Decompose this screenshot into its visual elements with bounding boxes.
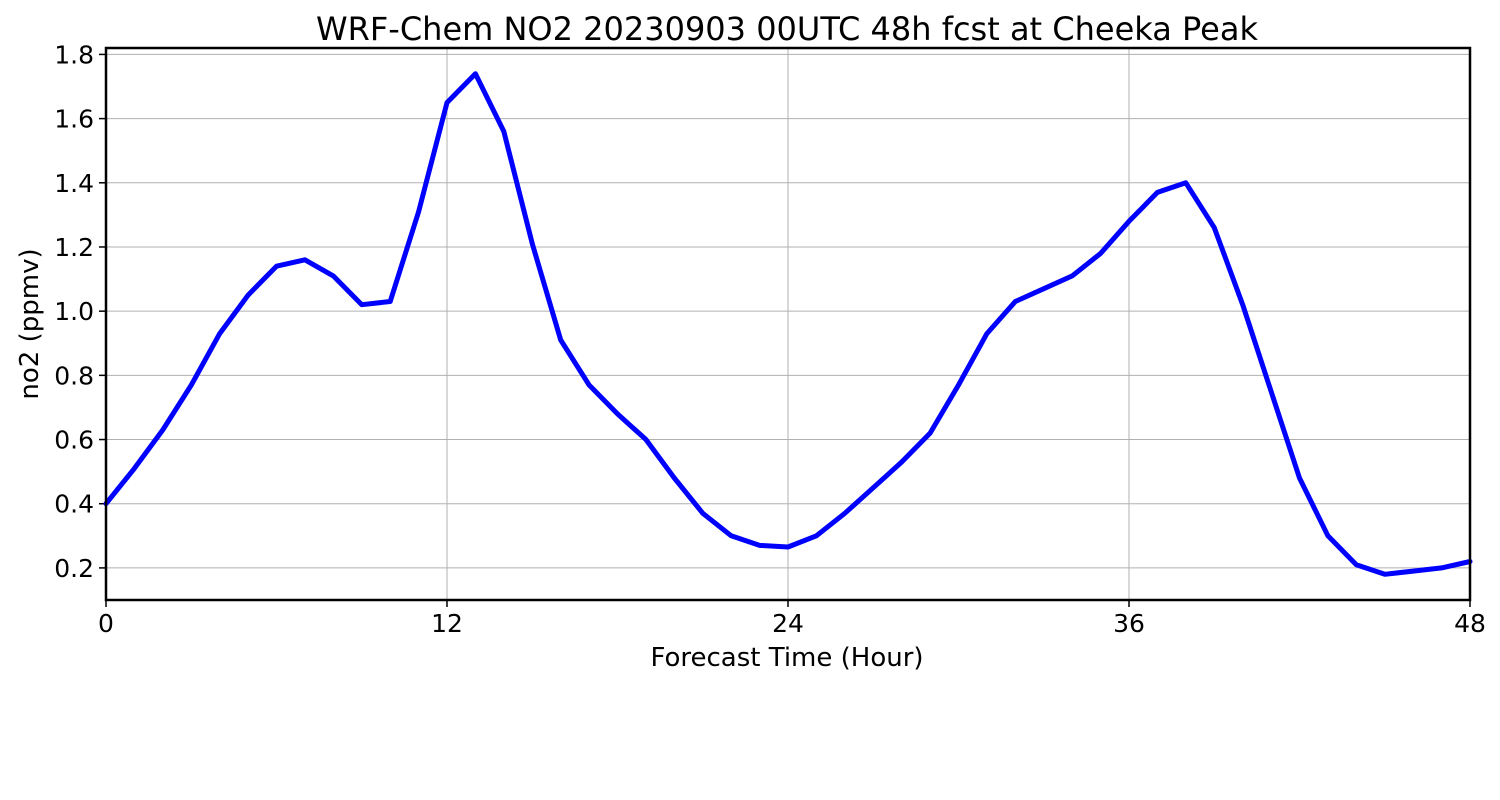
grid-lines xyxy=(105,48,1471,600)
y-tick-label: 0.6 xyxy=(54,426,94,455)
y-tick-label: 0.8 xyxy=(54,361,94,390)
x-axis-label: Forecast Time (Hour) xyxy=(650,643,923,673)
y-tick-label: 1.8 xyxy=(54,40,94,69)
no2-series-line xyxy=(103,71,1473,577)
y-tick-label: 1.0 xyxy=(54,297,94,326)
y-tick-label: 0.2 xyxy=(54,554,94,583)
y-axis-ticks: 0.2 0.4 0.6 0.8 1.0 1.2 1.4 1.6 1.8 xyxy=(54,40,106,583)
y-axis-label: no2 (ppmv) xyxy=(15,248,45,399)
x-axis-ticks: 0 12 24 36 48 xyxy=(98,600,1486,638)
x-tick-label: 12 xyxy=(431,609,463,638)
x-tick-label: 48 xyxy=(1454,609,1486,638)
plot-frame xyxy=(104,46,1472,602)
x-tick-label: 0 xyxy=(98,609,114,638)
y-tick-label: 0.4 xyxy=(54,490,94,519)
x-tick-label: 24 xyxy=(772,609,804,638)
x-tick-label: 36 xyxy=(1113,609,1145,638)
y-tick-label: 1.2 xyxy=(54,233,94,262)
chart-title: WRF-Chem NO2 20230903 00UTC 48h fcst at … xyxy=(316,10,1258,48)
y-tick-label: 1.6 xyxy=(54,105,94,134)
y-tick-label: 1.4 xyxy=(54,169,94,198)
